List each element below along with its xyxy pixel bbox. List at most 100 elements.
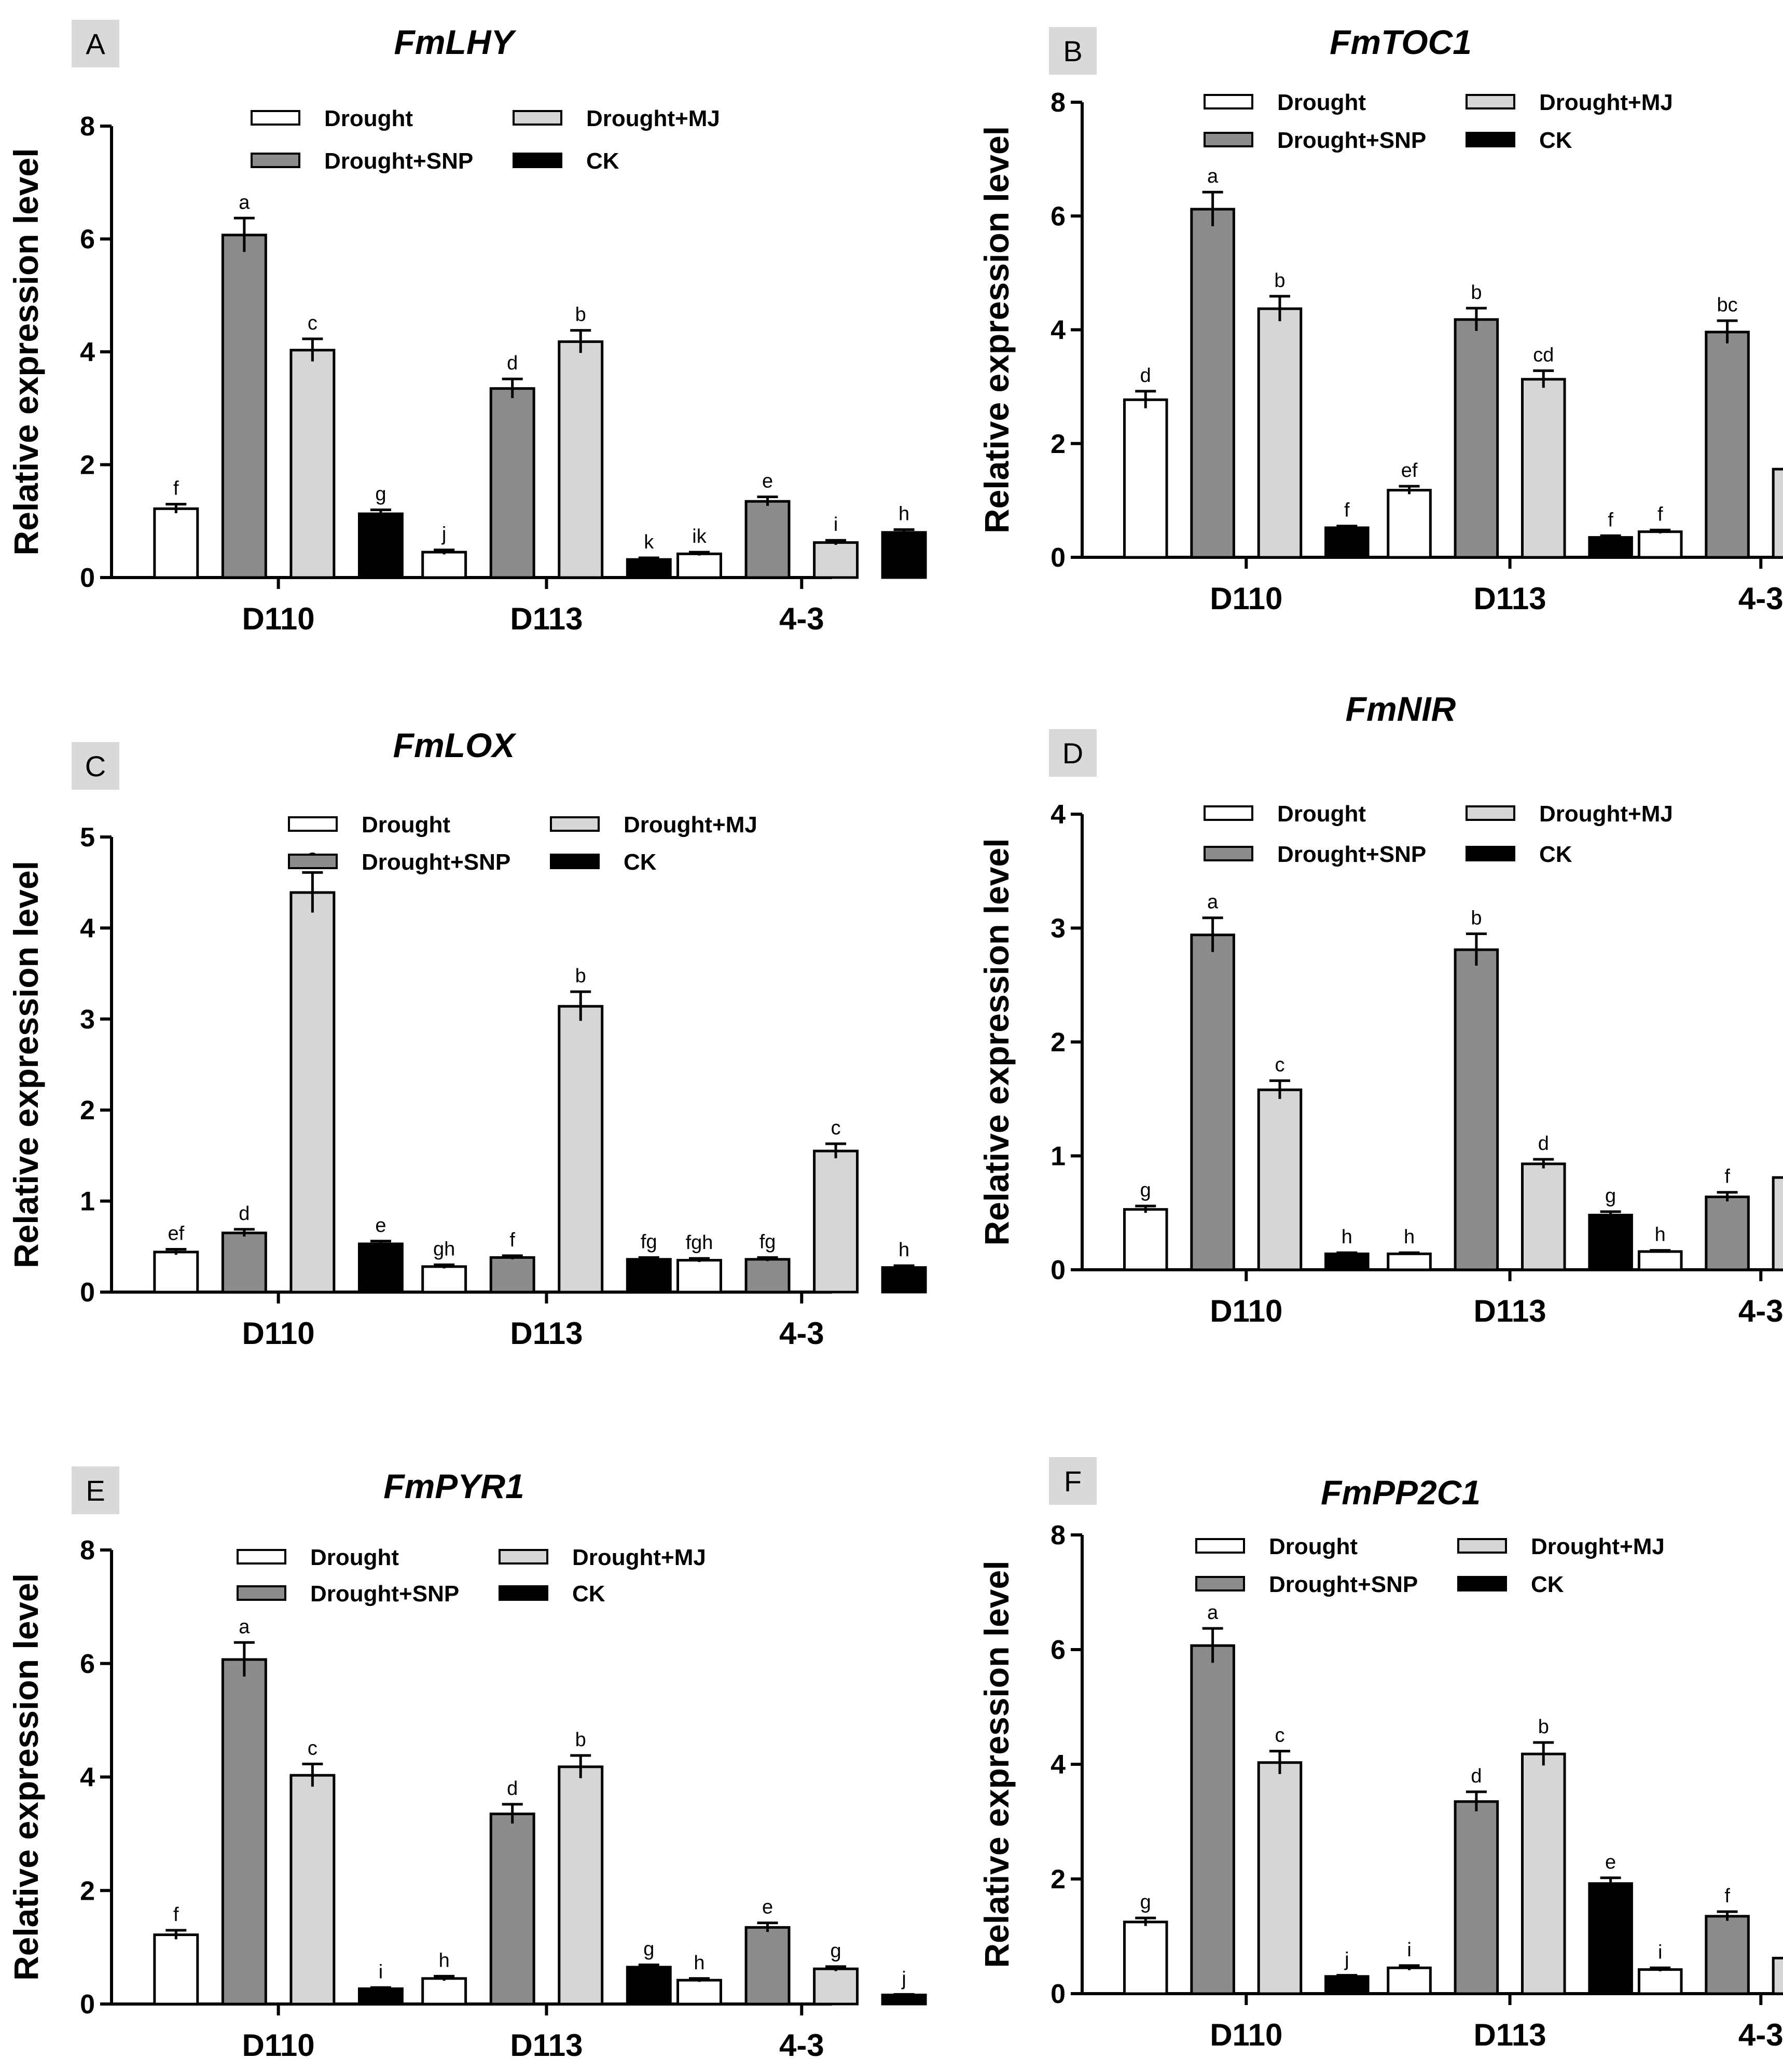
bar xyxy=(1637,1968,1683,1995)
bar xyxy=(221,234,267,579)
legend-swatch xyxy=(1195,1576,1245,1591)
significance-label: g xyxy=(643,1939,654,1960)
y-tick-label: 4 xyxy=(1051,315,1066,346)
bar xyxy=(289,891,336,1294)
significance-label: f xyxy=(1724,1885,1730,1907)
y-tick-label: 4 xyxy=(80,913,95,943)
bar xyxy=(489,1813,535,2006)
bar xyxy=(153,1251,199,1294)
significance-label: k xyxy=(644,531,654,553)
y-tick-label: 2 xyxy=(80,1095,95,1126)
panel-letter: B xyxy=(1063,35,1082,67)
significance-label: c xyxy=(831,1117,841,1139)
y-tick-label: 0 xyxy=(1051,543,1066,573)
legend-swatch xyxy=(1457,1538,1507,1554)
bar xyxy=(558,340,604,579)
legend-label: Drought xyxy=(362,812,450,838)
significance-label: h xyxy=(694,1952,704,1974)
panel-letter-box xyxy=(1049,27,1097,75)
y-tick-label: 0 xyxy=(1051,1979,1066,2009)
significance-label: a xyxy=(239,191,250,213)
legend-label: Drought+MJ xyxy=(586,106,720,131)
bar xyxy=(1387,1252,1432,1271)
bar xyxy=(1190,934,1235,1271)
x-tick-label: 4-3 xyxy=(779,601,824,636)
chart-title: FmPYR1 xyxy=(383,1467,524,1505)
legend-label: Drought+MJ xyxy=(1531,1534,1665,1559)
significance-label: i xyxy=(1407,1939,1411,1961)
x-tick-label: D113 xyxy=(510,1316,583,1351)
bar xyxy=(1772,1176,1783,1271)
legend-label: Drought+SNP xyxy=(310,1581,459,1607)
x-tick-label: D113 xyxy=(1474,2018,1546,2052)
panel-letter-box xyxy=(1049,1457,1097,1505)
chart-title: FmTOC1 xyxy=(1330,23,1472,61)
legend-label: Drought+SNP xyxy=(1269,1572,1418,1597)
y-axis-label: Relative expression level xyxy=(977,838,1016,1245)
x-tick-label: D113 xyxy=(510,2028,583,2063)
legend-label: CK xyxy=(1531,1572,1564,1597)
bar xyxy=(421,1265,467,1294)
significance-label: b xyxy=(1274,270,1285,292)
chart-panel-F: F FmPP2C1 Relative expression level 0 2 4 6 8 D1… xyxy=(977,1457,1783,2052)
legend-swatch xyxy=(237,1549,286,1565)
significance-label: c xyxy=(308,1737,317,1759)
bar xyxy=(1705,1915,1750,1995)
bar xyxy=(1637,530,1683,559)
legend-label: Drought xyxy=(310,1545,399,1570)
significance-label: f xyxy=(1608,509,1613,531)
legend-label: Drought+SNP xyxy=(1277,128,1426,153)
legend-swatch xyxy=(1204,94,1253,109)
significance-label: cd xyxy=(1533,344,1554,366)
chart-title: FmPP2C1 xyxy=(1321,1473,1481,1512)
significance-label: d xyxy=(1471,1765,1482,1787)
bar xyxy=(1521,378,1566,559)
x-tick-label: 4-3 xyxy=(1738,581,1783,616)
y-tick-label: 0 xyxy=(80,1278,95,1308)
x-tick-label: D113 xyxy=(510,601,583,636)
legend-swatch xyxy=(1466,805,1515,821)
bar xyxy=(489,1256,535,1294)
legend: Drought Drought+MJ Drought+SNP CK xyxy=(288,812,757,875)
significance-label: e xyxy=(1605,1851,1616,1873)
significance-label: j xyxy=(901,1968,906,1989)
x-tick-label: D113 xyxy=(1474,1294,1546,1328)
x-tick-label: 4-3 xyxy=(779,2028,824,2063)
legend-swatch xyxy=(1466,94,1515,109)
panel-letter-box xyxy=(72,20,119,67)
significance-label: h xyxy=(899,1239,909,1261)
significance-label: b xyxy=(1538,1716,1549,1738)
bar xyxy=(489,387,535,579)
bar xyxy=(1588,1882,1633,1995)
significance-label: g xyxy=(831,1940,841,1962)
legend-swatch xyxy=(499,1549,548,1565)
legend: Drought Drought+MJ Drought+SNP CK xyxy=(237,1545,706,1607)
y-tick-label: 8 xyxy=(80,112,95,142)
legend: Drought Drought+MJ Drought+SNP CK xyxy=(1204,801,1673,867)
bar xyxy=(1190,208,1235,559)
x-tick-label: D113 xyxy=(1474,581,1546,616)
significance-label: b xyxy=(575,965,586,987)
bar xyxy=(1387,1966,1432,1995)
bar xyxy=(1324,1975,1370,1995)
bar xyxy=(676,552,722,579)
y-tick-label: 6 xyxy=(80,225,95,255)
y-axis-label: Relative expression level xyxy=(977,1560,1016,1968)
legend-swatch xyxy=(513,153,562,168)
y-tick-label: 2 xyxy=(80,1876,95,1906)
y-tick-label: 6 xyxy=(80,1649,95,1679)
significance-label: d xyxy=(239,1203,250,1225)
bar xyxy=(813,541,859,579)
significance-label: c xyxy=(1275,1054,1284,1076)
legend-swatch xyxy=(1466,846,1515,861)
significance-label: ef xyxy=(168,1223,184,1245)
significance-label: bc xyxy=(1717,294,1738,316)
legend-label: Drought xyxy=(1277,90,1366,115)
significance-label: a xyxy=(1207,891,1219,913)
bar xyxy=(1324,1252,1370,1271)
bar xyxy=(626,558,672,579)
bar xyxy=(1257,1761,1303,1995)
legend-swatch xyxy=(237,1585,286,1601)
legend-label: Drought+MJ xyxy=(1539,801,1673,827)
